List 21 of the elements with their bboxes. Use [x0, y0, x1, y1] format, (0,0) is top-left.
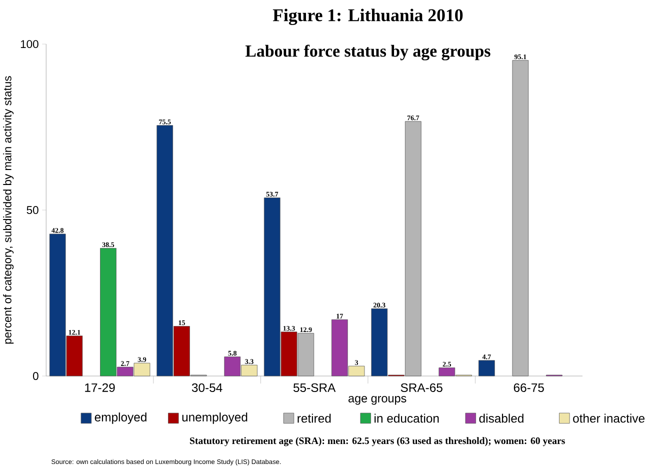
x-axis-title: age groups [348, 396, 406, 405]
chart-subtitle: Labour force status by age groups [245, 44, 490, 60]
chart-title: Figure 1: Lithuania 2010 [272, 8, 463, 26]
legend-label: retired [298, 414, 331, 423]
x-tick-label: 66-75 [514, 383, 544, 392]
x-tick-label: SRA-65 [400, 383, 442, 392]
legend-label: unemployed [182, 412, 248, 424]
y-tick-label: 100 [20, 40, 38, 48]
legend-label: employed [94, 412, 146, 424]
text: Statutory retirement age (SRA): men: 62.5 years (63 used as threshold); women: 60 years [190, 437, 565, 446]
legend-label: other inactive [573, 414, 645, 423]
bar [478, 360, 495, 376]
bar [512, 60, 529, 376]
legend-label: in education [374, 414, 439, 423]
x-tick-label: 55-SRA [293, 383, 336, 392]
y-tick-label: 0 [33, 372, 38, 380]
x-tick-label: 17-29 [85, 383, 115, 392]
legend-label: disabled [479, 414, 524, 423]
y-axis-title: percent of category, subdivided by main activity status [3, 76, 14, 344]
x-tick-label: 30-54 [192, 383, 222, 392]
y-tick-label: 50 [26, 206, 38, 214]
